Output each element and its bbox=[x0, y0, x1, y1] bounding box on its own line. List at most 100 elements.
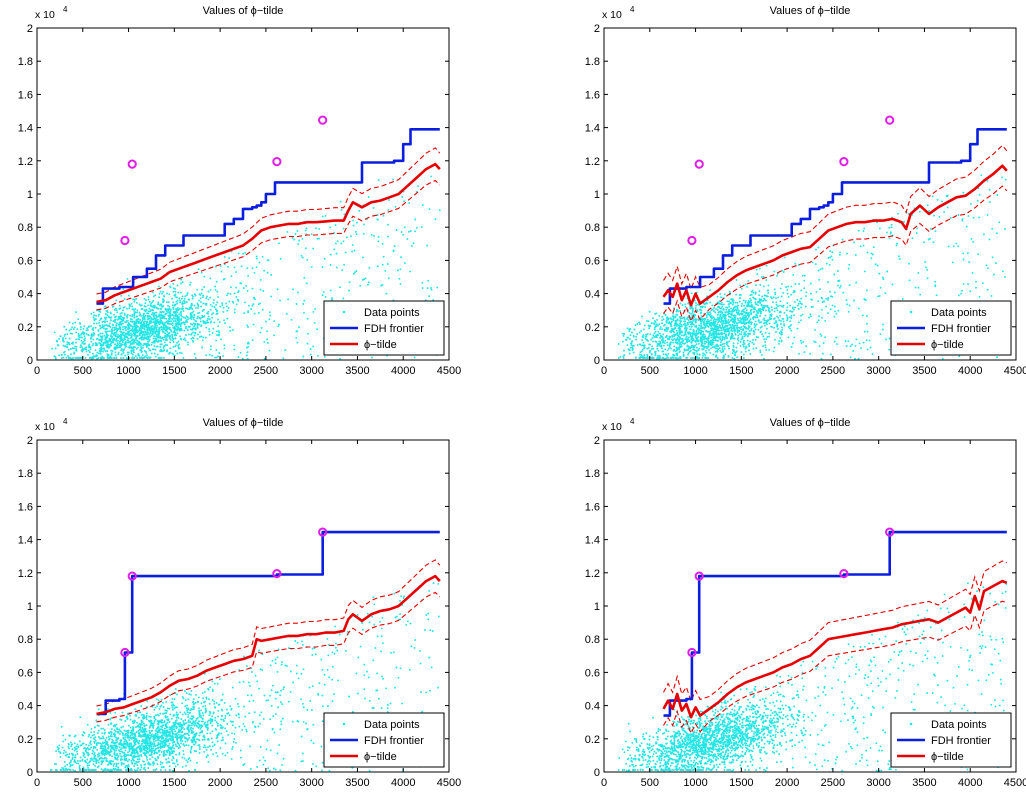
data-point bbox=[426, 244, 429, 247]
data-point bbox=[115, 339, 118, 342]
data-point bbox=[642, 356, 645, 358]
data-point bbox=[740, 351, 743, 354]
data-point bbox=[279, 694, 282, 697]
data-point bbox=[848, 284, 851, 287]
data-point bbox=[705, 337, 708, 340]
data-point bbox=[153, 708, 156, 711]
data-point bbox=[759, 302, 762, 304]
data-point bbox=[126, 313, 129, 316]
data-point bbox=[77, 357, 80, 359]
data-point bbox=[719, 335, 722, 338]
data-point bbox=[868, 339, 871, 342]
data-point bbox=[186, 307, 189, 310]
data-point bbox=[174, 290, 177, 293]
data-point bbox=[67, 355, 70, 358]
data-point bbox=[220, 338, 223, 341]
data-point bbox=[169, 341, 172, 344]
data-point bbox=[151, 327, 154, 330]
y-scale-exponent: 4 bbox=[630, 5, 635, 14]
data-point bbox=[176, 341, 178, 344]
data-point bbox=[882, 323, 884, 326]
data-point bbox=[77, 318, 80, 321]
data-point bbox=[143, 317, 146, 320]
data-point bbox=[201, 288, 204, 291]
data-point bbox=[130, 349, 133, 352]
data-point bbox=[765, 295, 768, 297]
data-point bbox=[779, 300, 782, 303]
data-point bbox=[773, 317, 776, 320]
data-point bbox=[181, 281, 184, 284]
data-point bbox=[98, 350, 101, 352]
data-point bbox=[744, 347, 747, 350]
data-point bbox=[215, 356, 218, 359]
data-point bbox=[200, 292, 203, 295]
outlier-point bbox=[318, 115, 328, 125]
data-point bbox=[648, 350, 651, 353]
data-point bbox=[202, 296, 205, 299]
data-point bbox=[348, 289, 351, 292]
data-point bbox=[144, 331, 147, 334]
data-point bbox=[714, 328, 717, 331]
data-point bbox=[182, 357, 185, 359]
data-point bbox=[186, 316, 189, 319]
data-point bbox=[653, 320, 656, 322]
data-point bbox=[79, 760, 82, 762]
data-point bbox=[710, 309, 713, 312]
data-point bbox=[715, 318, 718, 321]
y-tick-label: 0.6 bbox=[585, 255, 600, 267]
data-point bbox=[760, 330, 763, 333]
data-point bbox=[178, 318, 181, 321]
data-point bbox=[174, 334, 177, 337]
data-point bbox=[311, 762, 314, 765]
chart-panel-1: 0 500 1000 1500 2000 2500 3000 3500 4000 450000.2… bbox=[18, 5, 462, 377]
data-point bbox=[309, 348, 312, 351]
data-point bbox=[146, 318, 149, 321]
legend-swatch-data-points bbox=[909, 310, 913, 314]
data-point bbox=[775, 307, 778, 309]
data-point bbox=[191, 323, 194, 326]
data-point bbox=[786, 319, 788, 322]
data-point bbox=[687, 336, 690, 339]
data-point bbox=[228, 300, 231, 303]
data-point bbox=[807, 316, 810, 319]
data-point bbox=[172, 331, 175, 334]
data-point bbox=[189, 281, 192, 284]
data-point bbox=[785, 309, 788, 312]
data-point bbox=[692, 319, 695, 322]
data-point bbox=[64, 337, 67, 340]
data-point bbox=[819, 333, 822, 336]
data-point bbox=[720, 327, 723, 330]
data-point bbox=[918, 210, 921, 213]
data-point bbox=[150, 330, 153, 333]
data-point bbox=[163, 295, 166, 297]
data-point bbox=[247, 311, 250, 314]
data-point bbox=[717, 321, 720, 324]
data-point bbox=[246, 267, 249, 270]
data-point bbox=[279, 299, 281, 302]
data-point bbox=[205, 295, 208, 298]
data-point bbox=[409, 622, 412, 625]
data-point bbox=[617, 343, 620, 345]
data-point bbox=[692, 328, 695, 331]
data-point bbox=[773, 322, 776, 325]
data-point bbox=[175, 308, 177, 310]
data-point bbox=[154, 320, 157, 323]
data-point bbox=[705, 301, 708, 304]
data-point bbox=[222, 306, 225, 309]
data-point bbox=[79, 322, 82, 325]
data-point bbox=[768, 332, 771, 335]
data-point bbox=[128, 307, 131, 310]
data-point bbox=[683, 322, 686, 325]
data-point bbox=[679, 356, 681, 359]
data-point bbox=[780, 282, 783, 285]
data-point bbox=[754, 328, 757, 331]
data-point bbox=[177, 326, 180, 329]
data-point bbox=[163, 356, 165, 359]
data-point bbox=[146, 333, 149, 336]
data-point bbox=[156, 340, 159, 343]
data-point bbox=[686, 327, 688, 330]
data-point bbox=[642, 341, 645, 344]
data-point bbox=[259, 668, 262, 671]
data-point bbox=[311, 685, 314, 688]
data-point bbox=[738, 294, 741, 296]
